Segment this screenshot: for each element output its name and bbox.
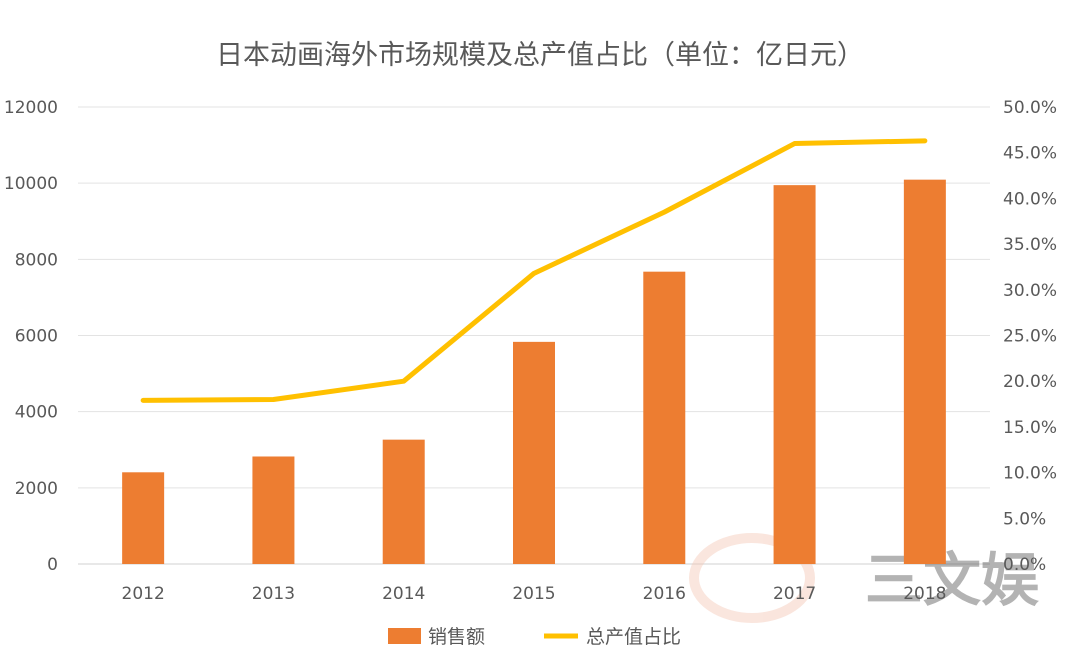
line-point-2017 xyxy=(794,143,796,145)
bar-2016 xyxy=(643,271,686,564)
left-axis: 0 2000 4000 6000 8000 10000 12000 xyxy=(4,98,58,575)
x-axis-tick-label: 2015 xyxy=(512,584,555,604)
line-series xyxy=(140,138,928,403)
bar-2014 xyxy=(382,439,425,564)
right-axis-tick-label: 10.0% xyxy=(1003,464,1057,484)
right-axis-tick-label: 50.0% xyxy=(1003,98,1057,118)
right-axis-tick-label: 5.0% xyxy=(1003,509,1046,529)
legend-swatch-bar xyxy=(388,628,421,644)
watermark: 三文娱 xyxy=(689,533,1039,623)
x-axis-tick-label: 2017 xyxy=(773,584,816,604)
right-axis-tick-label: 25.0% xyxy=(1003,327,1057,347)
gridlines xyxy=(78,106,990,565)
x-axis-tick-label: 2016 xyxy=(643,584,686,604)
legend: 销售额 总产值占比 xyxy=(388,626,681,648)
bar-2018 xyxy=(903,179,946,564)
line-point-2012 xyxy=(142,399,144,401)
bar-2012 xyxy=(122,472,165,564)
line-point-2016 xyxy=(663,211,665,213)
left-axis-tick-label: 0 xyxy=(47,555,58,575)
line-point-2018 xyxy=(924,140,926,142)
watermark-swirl-icon xyxy=(689,533,815,623)
bar-series xyxy=(122,179,946,564)
bar-2017 xyxy=(773,185,816,564)
left-axis-tick-label: 12000 xyxy=(4,98,58,118)
right-axis-tick-label: 15.0% xyxy=(1003,418,1057,438)
left-axis-tick-label: 2000 xyxy=(15,479,58,499)
x-axis: 2012 2013 2014 2015 2016 2017 2018 xyxy=(122,584,947,604)
right-axis-tick-label: 45.0% xyxy=(1003,144,1057,164)
left-axis-tick-label: 4000 xyxy=(15,403,58,423)
bar-2013 xyxy=(252,456,295,564)
x-axis-tick-label: 2018 xyxy=(903,584,946,604)
right-axis-tick-label: 40.0% xyxy=(1003,189,1057,209)
right-axis-tick-label: 35.0% xyxy=(1003,235,1057,255)
bar-2015 xyxy=(513,341,555,564)
line-point-2015 xyxy=(533,272,535,274)
chart-title: 日本动画海外市场规模及总产值占比（单位：亿日元） xyxy=(216,40,864,71)
watermark-logo: 三文娱 xyxy=(689,533,1039,623)
x-axis-tick-label: 2014 xyxy=(382,584,425,604)
x-axis-tick-label: 2013 xyxy=(252,584,295,604)
line-point-2014 xyxy=(403,380,405,382)
right-axis-tick-label: 20.0% xyxy=(1003,372,1057,392)
right-axis: 0.0% 5.0% 10.0% 15.0% 20.0% 25.0% 30.0% 35.0% 40… xyxy=(1003,98,1057,575)
x-axis-tick-label: 2012 xyxy=(122,584,165,604)
left-axis-tick-label: 8000 xyxy=(15,250,58,270)
watermark-text: 三文娱 xyxy=(865,546,1039,614)
right-axis-tick-label: 30.0% xyxy=(1003,281,1057,301)
legend-label-line: 总产值占比 xyxy=(586,626,681,648)
line-point-2013 xyxy=(272,398,274,400)
right-axis-tick-label: 0.0% xyxy=(1003,555,1046,575)
left-axis-tick-label: 10000 xyxy=(4,174,58,194)
left-axis-tick-label: 6000 xyxy=(15,327,58,347)
legend-label-bar: 销售额 xyxy=(428,626,485,648)
